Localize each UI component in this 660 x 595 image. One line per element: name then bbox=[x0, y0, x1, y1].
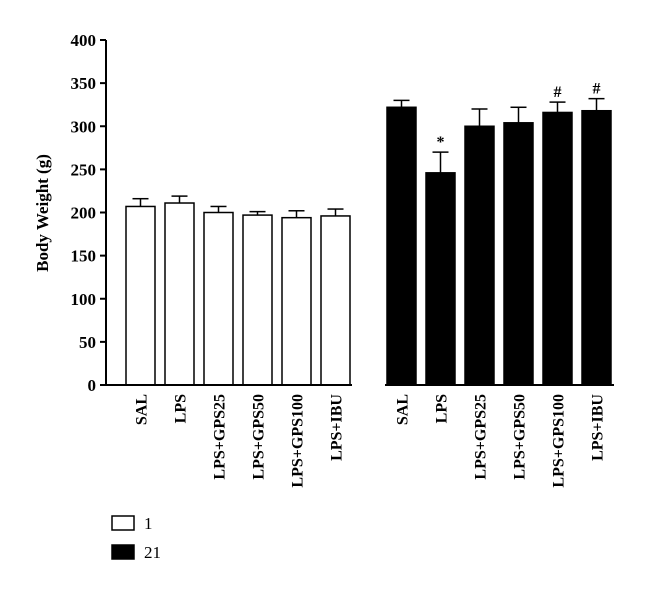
legend-label: 21 bbox=[144, 543, 161, 562]
legend: 1 21 bbox=[111, 514, 161, 562]
significance-marker: * bbox=[437, 134, 445, 151]
legend-label: 1 bbox=[144, 514, 153, 533]
bar bbox=[203, 211, 234, 386]
y-tick-label: 350 bbox=[71, 74, 97, 93]
y-tick-label: 0 bbox=[88, 376, 97, 395]
y-tick-label: 50 bbox=[79, 333, 96, 352]
category-label: LPS+GPS100 bbox=[551, 394, 568, 488]
y-axis: 0 50 100 150 200 250 300 350 400 bbox=[71, 31, 107, 395]
bars: * # # bbox=[106, 81, 614, 386]
y-axis-title: Body Weight (g) bbox=[33, 154, 52, 272]
bar bbox=[320, 215, 351, 386]
bar bbox=[542, 111, 573, 386]
bar bbox=[125, 205, 156, 386]
y-tick-label: 300 bbox=[71, 117, 97, 136]
legend-swatch bbox=[111, 544, 135, 560]
bar bbox=[425, 172, 456, 386]
bar bbox=[281, 216, 312, 386]
x-axis-labels: SAL LPS LPS+GPS25 LPS+GPS50 LPS+GPS100 LPS+IB… bbox=[134, 394, 607, 488]
y-tick-label: 100 bbox=[71, 290, 97, 309]
y-tick-label: 150 bbox=[71, 247, 97, 266]
category-label: LPS+IBU bbox=[329, 394, 346, 461]
category-label: LPS+GPS100 bbox=[290, 394, 307, 488]
category-label: SAL bbox=[395, 394, 412, 425]
bar bbox=[581, 109, 612, 386]
category-label: LPS+IBU bbox=[590, 394, 607, 461]
significance-marker: # bbox=[593, 81, 601, 98]
bar bbox=[242, 214, 273, 386]
category-label: LPS bbox=[173, 394, 190, 423]
legend-swatch bbox=[111, 515, 135, 531]
y-tick-label: 250 bbox=[71, 160, 97, 179]
bar bbox=[386, 106, 417, 386]
category-label: LPS+GPS50 bbox=[512, 394, 529, 480]
category-label: LPS bbox=[434, 394, 451, 423]
bar bbox=[164, 202, 195, 386]
y-tick-label: 200 bbox=[71, 204, 97, 223]
bar bbox=[503, 122, 534, 386]
bar bbox=[464, 125, 495, 386]
category-label: LPS+GPS25 bbox=[212, 394, 229, 480]
category-label: LPS+GPS25 bbox=[473, 394, 490, 480]
y-tick-label: 400 bbox=[71, 31, 97, 50]
significance-marker: # bbox=[554, 84, 562, 101]
category-label: LPS+GPS50 bbox=[251, 394, 268, 480]
category-label: SAL bbox=[134, 394, 151, 425]
